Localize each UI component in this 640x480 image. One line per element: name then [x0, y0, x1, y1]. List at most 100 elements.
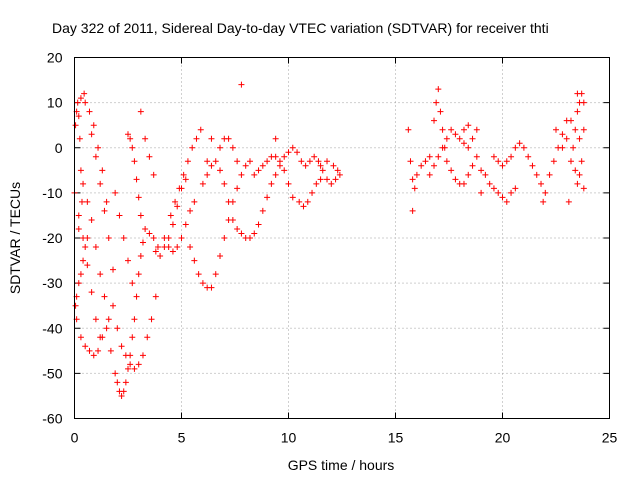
data-point [204, 171, 211, 178]
data-point [324, 176, 331, 183]
data-point [407, 158, 414, 165]
data-point [296, 198, 303, 205]
data-point [148, 316, 155, 323]
data-point [129, 334, 136, 341]
data-point [118, 343, 125, 350]
data-point [553, 126, 559, 133]
data-point [418, 162, 425, 169]
data-point [137, 253, 144, 260]
data-point [146, 230, 153, 237]
data-point [238, 81, 245, 88]
data-point [80, 235, 87, 241]
data-point [516, 140, 523, 147]
data-point [221, 180, 228, 187]
data-point [114, 379, 121, 386]
data-point [110, 302, 117, 309]
data-point [431, 162, 438, 169]
data-point [405, 126, 412, 133]
data-point [122, 379, 129, 386]
data-point [411, 185, 418, 192]
data-point [272, 171, 279, 178]
data-points [71, 81, 587, 399]
data-point [435, 153, 442, 160]
data-point [116, 212, 123, 219]
data-point [255, 167, 262, 174]
data-point [285, 180, 292, 187]
data-point [127, 361, 134, 368]
data-point [80, 180, 87, 187]
data-point [77, 95, 84, 102]
data-point [486, 180, 493, 187]
data-point [150, 235, 157, 241]
data-point [574, 180, 581, 187]
data-point [75, 280, 82, 287]
data-point [234, 225, 241, 232]
data-point [80, 257, 87, 264]
data-point [137, 212, 144, 219]
data-point [176, 185, 183, 192]
y-tick-label: -50 [42, 365, 62, 381]
data-point [289, 194, 296, 201]
data-point [289, 144, 296, 151]
data-point [191, 257, 198, 264]
data-point [264, 158, 271, 165]
data-point [437, 108, 444, 115]
data-point [495, 158, 502, 165]
data-point [259, 207, 266, 214]
data-point [193, 135, 200, 142]
data-point [81, 90, 88, 97]
data-point [473, 153, 480, 160]
data-point [512, 144, 519, 151]
data-point [334, 167, 341, 174]
x-tick-label: 0 [71, 430, 79, 446]
data-point [567, 158, 574, 165]
data-point [276, 162, 283, 169]
data-point [208, 135, 215, 142]
data-point [212, 271, 219, 278]
data-point [576, 171, 583, 178]
x-axis-label: GPS time / hours [288, 457, 395, 473]
data-point [217, 167, 224, 174]
data-point [281, 153, 288, 160]
data-point [460, 140, 467, 147]
data-point [120, 235, 127, 241]
data-point [465, 144, 472, 151]
data-point [103, 198, 110, 205]
data-point [443, 135, 450, 142]
data-point [533, 171, 540, 178]
y-tick-label: -20 [42, 230, 62, 246]
data-point [189, 144, 196, 151]
y-tick-label: -60 [42, 411, 62, 427]
data-point [426, 171, 433, 178]
data-point [546, 171, 553, 178]
data-point [107, 347, 114, 354]
data-point [199, 180, 206, 187]
data-point [448, 126, 455, 133]
data-point [180, 171, 187, 178]
data-point [567, 117, 574, 124]
data-point [572, 126, 579, 133]
data-point [152, 248, 159, 255]
data-point [72, 122, 79, 129]
data-point [187, 207, 194, 214]
data-point [229, 216, 236, 223]
data-point [508, 189, 515, 196]
data-point [570, 144, 577, 151]
data-point [129, 144, 136, 151]
data-point [174, 203, 181, 210]
data-point [499, 194, 506, 201]
data-point [82, 99, 89, 106]
data-point [255, 221, 262, 228]
data-point [413, 171, 420, 178]
data-point [465, 171, 472, 178]
data-point [409, 176, 416, 183]
data-point [225, 135, 232, 142]
data-point [525, 153, 532, 160]
data-point [469, 135, 476, 142]
x-axis-ticks: 0 5 10 15 20 25 [71, 57, 617, 446]
data-point [95, 347, 102, 354]
plot-frame [74, 57, 610, 419]
data-point [112, 189, 119, 196]
chart-title: Day 322 of 2011, Sidereal Day-to-day VTE… [52, 20, 549, 36]
data-point [127, 135, 134, 142]
